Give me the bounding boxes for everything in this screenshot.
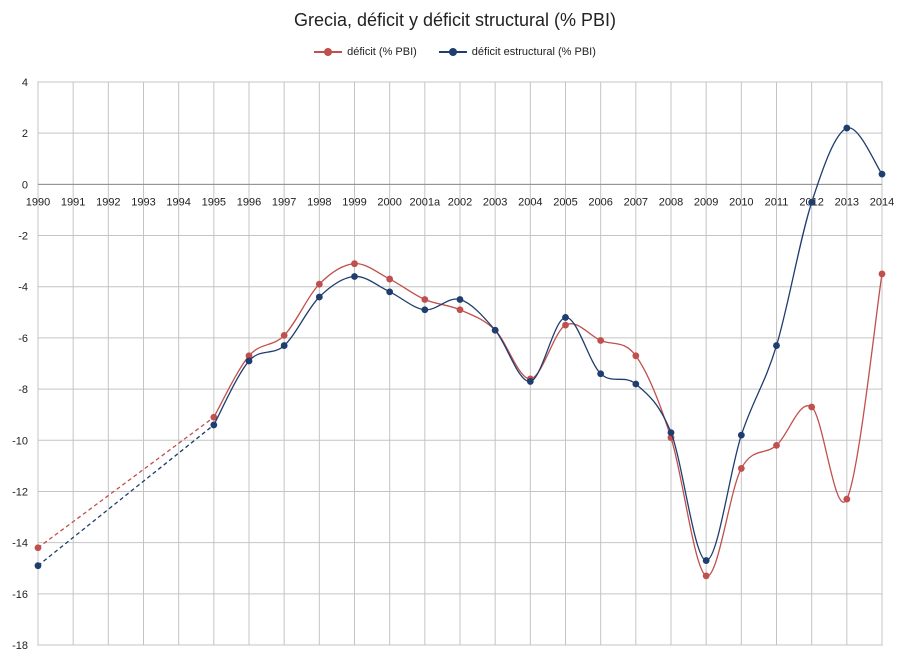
series-1-point[interactable] xyxy=(667,429,675,436)
y-tick-label: -18 xyxy=(12,640,28,652)
x-tick-label: 1998 xyxy=(307,196,331,208)
series-0-point[interactable] xyxy=(878,270,886,278)
x-tick-label: 2010 xyxy=(729,196,753,208)
series-1-point[interactable] xyxy=(456,296,464,303)
series-1-point[interactable] xyxy=(526,378,534,385)
series-0-point[interactable] xyxy=(210,413,218,421)
x-tick-label: 2014 xyxy=(870,196,894,208)
y-tick-label: -4 xyxy=(18,282,28,294)
series-1-point[interactable] xyxy=(843,124,851,132)
x-tick-label: 1999 xyxy=(342,196,366,208)
series-0-point[interactable] xyxy=(280,331,288,339)
y-tick-label: 4 xyxy=(22,77,28,89)
x-tick-label: 2002 xyxy=(448,196,472,208)
legend-swatch-deficit xyxy=(314,47,343,57)
series-1-point[interactable] xyxy=(245,357,253,365)
y-tick-label: 0 xyxy=(22,179,28,191)
x-tick-label: 2005 xyxy=(553,196,577,208)
series-0-point[interactable] xyxy=(351,260,358,268)
series-1-point[interactable] xyxy=(421,306,429,314)
chart-title: Grecia, déficit y déficit structural (% … xyxy=(293,10,617,30)
series-1-point[interactable] xyxy=(491,326,499,334)
x-tick-label: 2001a xyxy=(410,196,441,208)
series-1-gap-connector xyxy=(37,424,215,567)
series-0-line xyxy=(213,263,883,577)
x-tick-label: 1997 xyxy=(272,196,296,208)
x-tick-label: 1991 xyxy=(61,196,85,208)
series-1-point[interactable] xyxy=(315,293,323,301)
x-tick-label: 2008 xyxy=(659,196,683,208)
x-tick-label: 1992 xyxy=(96,196,120,208)
series-1-point[interactable] xyxy=(632,380,640,388)
series-1-point[interactable] xyxy=(351,273,358,280)
y-tick-label: -10 xyxy=(12,435,28,447)
series-1-point[interactable] xyxy=(562,314,569,321)
series-1-point[interactable] xyxy=(280,342,288,349)
legend-label-deficit: déficit (% PBI) xyxy=(347,46,417,58)
series-1-point[interactable] xyxy=(34,562,42,570)
series-1-point[interactable] xyxy=(737,431,745,439)
y-tick-label: -16 xyxy=(12,589,28,601)
series-1-point[interactable] xyxy=(597,370,605,378)
x-tick-label: 2006 xyxy=(588,196,612,208)
series-0-point[interactable] xyxy=(843,495,851,503)
series-0-point[interactable] xyxy=(315,280,323,288)
legend: déficit (% PBI) déficit estructural (% P… xyxy=(0,46,910,58)
series-0-gap-connector xyxy=(37,416,215,549)
series-1-point[interactable] xyxy=(773,342,780,349)
series-0-point[interactable] xyxy=(562,321,569,329)
x-tick-label: 2009 xyxy=(694,196,718,208)
series-1-point[interactable] xyxy=(702,557,710,564)
legend-item-structural[interactable]: déficit estructural (% PBI) xyxy=(438,46,596,58)
x-tick-label: 1995 xyxy=(202,196,226,208)
x-tick-label: 2013 xyxy=(835,196,859,208)
series-1-point[interactable] xyxy=(878,170,886,178)
legend-swatch-structural xyxy=(438,47,467,57)
x-tick-label: 1990 xyxy=(26,196,50,208)
series-0-point[interactable] xyxy=(702,572,710,580)
series-0-point[interactable] xyxy=(773,441,780,449)
y-tick-label: -8 xyxy=(18,384,28,396)
x-tick-label: 2007 xyxy=(624,196,648,208)
legend-item-deficit[interactable]: déficit (% PBI) xyxy=(314,46,417,58)
x-tick-label: 1993 xyxy=(131,196,155,208)
legend-label-structural: déficit estructural (% PBI) xyxy=(471,46,596,58)
series-0-point[interactable] xyxy=(421,296,429,303)
series-1-point[interactable] xyxy=(386,288,394,296)
series-0-point[interactable] xyxy=(597,337,605,344)
y-tick-label: -12 xyxy=(12,486,28,498)
x-tick-label: 2011 xyxy=(765,196,789,208)
x-tick-label: 1996 xyxy=(237,196,261,208)
series-0-point[interactable] xyxy=(34,544,42,552)
series-0-point[interactable] xyxy=(245,352,253,360)
series-1-point[interactable] xyxy=(808,198,816,206)
series-0-point[interactable] xyxy=(456,306,464,314)
series-1-point[interactable] xyxy=(210,421,218,429)
y-tick-label: -14 xyxy=(12,538,28,550)
y-tick-label: -2 xyxy=(18,231,28,243)
series-0-point[interactable] xyxy=(632,352,640,360)
x-tick-label: 1994 xyxy=(166,196,190,208)
x-tick-label: 2000 xyxy=(377,196,401,208)
series-0-point[interactable] xyxy=(737,465,745,472)
x-tick-label: 2003 xyxy=(483,196,507,208)
y-tick-label: 2 xyxy=(22,128,28,140)
y-tick-label: -6 xyxy=(18,333,28,345)
series-0-point[interactable] xyxy=(808,403,816,411)
series-1-line xyxy=(213,127,883,562)
series-0-point[interactable] xyxy=(386,275,394,283)
x-tick-label: 2004 xyxy=(518,196,542,208)
